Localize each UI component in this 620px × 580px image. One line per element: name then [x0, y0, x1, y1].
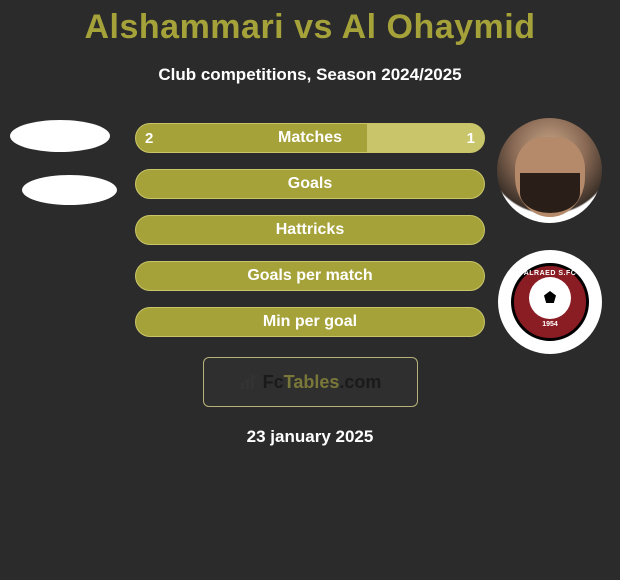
player-right-club-badge: ALRAED S.FC 1954 — [498, 250, 602, 354]
stat-row-hattricks: Hattricks — [135, 215, 485, 245]
stat-label: Goals — [288, 175, 332, 193]
bar-chart-icon — [239, 373, 261, 391]
stat-value-right: 1 — [467, 130, 475, 147]
page-title: Alshammari vs Al Ohaymid — [0, 0, 620, 47]
stat-row-goals: Goals — [135, 169, 485, 199]
stat-label: Hattricks — [276, 221, 344, 239]
avatar-beard — [520, 173, 580, 213]
stat-label: Matches — [278, 129, 342, 147]
player-left-avatar — [10, 120, 110, 152]
player-right-avatar — [497, 118, 602, 223]
page-subtitle: Club competitions, Season 2024/2025 — [0, 65, 620, 85]
club-badge-year: 1954 — [542, 321, 558, 328]
stat-row-goals-per-match: Goals per match — [135, 261, 485, 291]
stat-value-left: 2 — [145, 130, 153, 147]
brand-suffix: .com — [339, 372, 381, 392]
player-left-club-badge — [22, 175, 117, 205]
brand-part-1: Fc — [263, 372, 284, 392]
stat-label: Min per goal — [263, 313, 357, 331]
stat-row-min-per-goal: Min per goal — [135, 307, 485, 337]
soccer-ball-icon — [529, 277, 571, 319]
footer-date: 23 january 2025 — [0, 427, 620, 447]
branding-inner: FcTables.com — [239, 372, 382, 393]
branding-text: FcTables.com — [263, 372, 382, 393]
club-badge-name: ALRAED S.FC — [524, 270, 577, 277]
branding-box: FcTables.com — [203, 357, 418, 407]
club-badge-inner: ALRAED S.FC 1954 — [511, 263, 589, 341]
brand-part-2: Tables — [284, 372, 340, 392]
stat-label: Goals per match — [247, 267, 372, 285]
stat-row-matches: Matches 2 1 — [135, 123, 485, 153]
